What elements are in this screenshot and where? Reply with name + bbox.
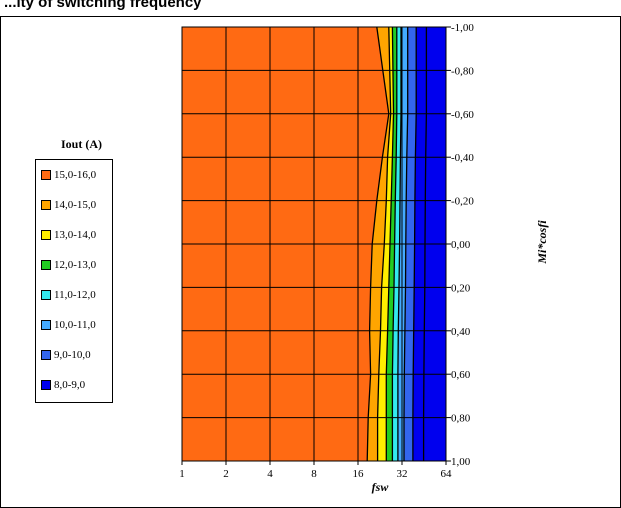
legend-swatch — [41, 230, 51, 240]
legend-item: 15,0-16,0 — [41, 168, 96, 182]
contour-line-9 — [412, 27, 417, 461]
legend-item: 11,0-12,0 — [41, 288, 96, 302]
x-tick-label: 2 — [223, 468, 229, 480]
contour-line-11 — [397, 27, 402, 461]
y-axis-title: Mi*cosfi — [535, 220, 549, 265]
legend-item: 9,0-10,0 — [41, 348, 91, 362]
contour-chart: 1 2 4 8 16 32 64 -1,00 -0,80 -0,60 -0,40 -0,20 0,00 0… — [179, 22, 549, 494]
legend-item: 14,0-15,0 — [41, 198, 96, 212]
y-tick-label: -0,40 — [451, 152, 474, 164]
y-tick-label: 0,20 — [451, 282, 471, 294]
y-tick-label: 0,00 — [451, 239, 471, 251]
y-tick-label: 1,00 — [451, 456, 471, 468]
contour-line-13 — [385, 26, 395, 461]
legend-swatch — [41, 170, 51, 180]
chart-frame: 1 2 4 8 16 32 64 -1,00 -0,80 -0,60 -0,40 -0,20 0,00 0… — [0, 16, 621, 508]
legend-swatch — [41, 320, 51, 330]
legend-swatch — [41, 200, 51, 210]
y-tick-label: -0,60 — [451, 109, 474, 121]
y-tick-label: 0,60 — [451, 369, 471, 381]
x-tick-label: 64 — [441, 468, 453, 480]
legend-swatch — [41, 380, 51, 390]
legend-label: 9,0-10,0 — [54, 349, 91, 361]
legend-item: 12,0-13,0 — [41, 258, 96, 272]
x-tick-label: 4 — [267, 468, 273, 480]
legend-title: Iout (A) — [61, 137, 102, 151]
title-bar: ...ity of switching frequency — [0, 0, 621, 16]
x-axis-title: fsw — [372, 480, 390, 494]
x-tick-label: 32 — [397, 468, 408, 480]
legend-item: 13,0-14,0 — [41, 228, 96, 242]
legend-label: 8,0-9,0 — [54, 379, 86, 391]
legend-label: 14,0-15,0 — [54, 199, 97, 211]
legend-swatch — [41, 290, 51, 300]
legend-item: 8,0-9,0 — [41, 378, 85, 392]
contour-line-14 — [376, 26, 392, 461]
contour-line-8 — [422, 27, 428, 461]
legend-label: 10,0-11,0 — [54, 319, 96, 331]
legend-label: 15,0-16,0 — [54, 169, 97, 181]
contour-line-12 — [391, 27, 398, 461]
legend-item: 10,0-11,0 — [41, 318, 96, 332]
chart-title: ...ity of switching frequency — [4, 0, 202, 11]
x-tick-label: 8 — [311, 468, 317, 480]
y-tick-label: 0,80 — [451, 413, 471, 425]
legend-swatch — [41, 350, 51, 360]
legend-swatch — [41, 260, 51, 270]
legend-label: 13,0-14,0 — [54, 229, 97, 241]
legend: 15,0-16,0 14,0-15,0 13,0-14,0 12,0-13,0 11,0… — [35, 159, 113, 403]
legend-label: 12,0-13,0 — [54, 259, 97, 271]
y-tick-label: 0,40 — [451, 326, 471, 338]
x-tick-label: 1 — [179, 468, 185, 480]
x-tick-label: 16 — [353, 468, 365, 480]
contour-line-15 — [366, 26, 390, 462]
y-tick-label: -0,80 — [451, 65, 474, 77]
legend-label: 11,0-12,0 — [54, 289, 96, 301]
contour-line-10 — [403, 27, 409, 461]
y-tick-label: -0,20 — [451, 196, 474, 208]
y-tick-label: -1,00 — [451, 22, 474, 34]
